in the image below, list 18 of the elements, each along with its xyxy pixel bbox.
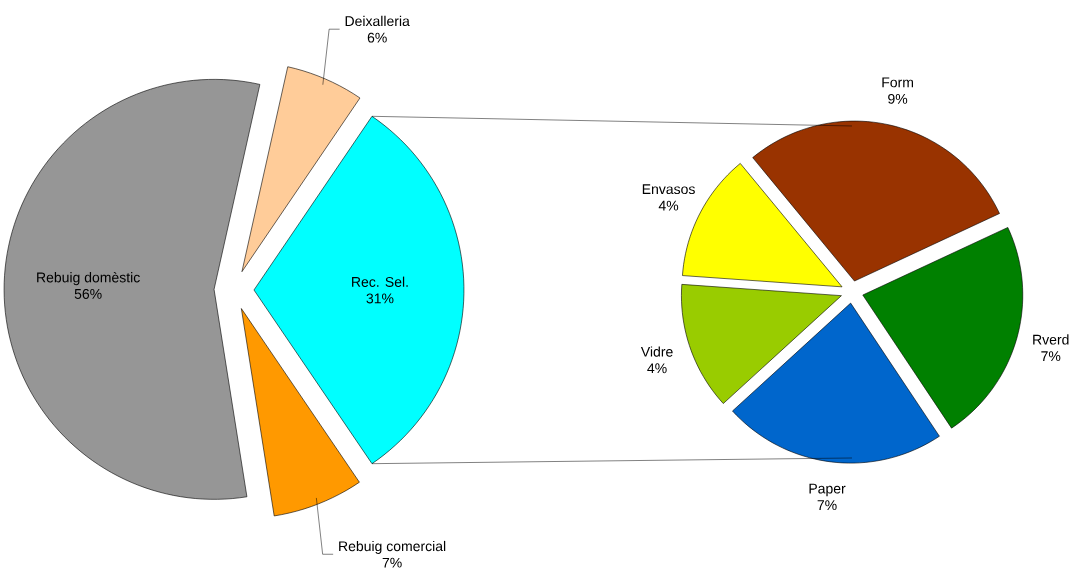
data-label: 6% [367, 32, 387, 43]
data-label: 31% [366, 293, 394, 304]
data-label: 7% [1041, 351, 1061, 362]
slice-label: Deixalleria [345, 15, 410, 27]
data-label: 56% [74, 288, 102, 299]
slice-label: Rverd [1033, 334, 1069, 345]
slice-label: Vidre [640, 346, 673, 357]
data-label: 9% [888, 93, 908, 104]
data-label: 4% [658, 200, 679, 211]
data-label: 4% [647, 363, 667, 374]
data-label: 7% [817, 500, 837, 510]
slice-label: Rebuig comercial [339, 540, 446, 554]
slice-label: Rec. Sel. [352, 276, 408, 287]
slice-label: Rebuig domèstic [37, 271, 140, 286]
data-label: 7% [382, 557, 402, 568]
slice-label: Paper [809, 483, 846, 497]
slice-label: Form [882, 77, 913, 88]
slice-label: Envasos [642, 184, 695, 195]
